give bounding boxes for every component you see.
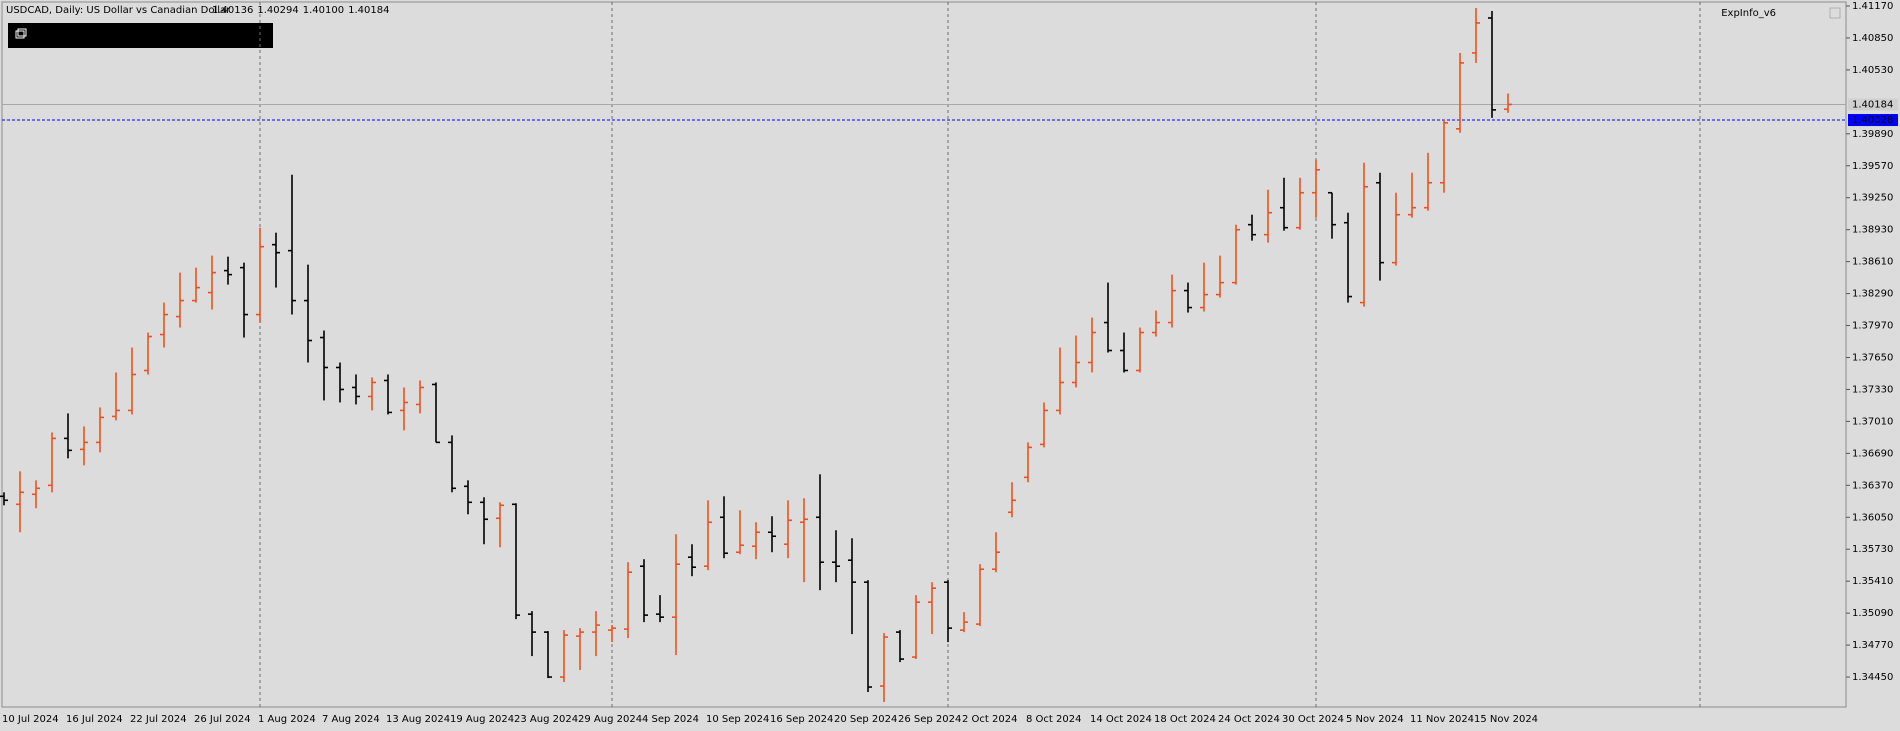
y-tick-label: 1.36370 bbox=[1852, 480, 1893, 491]
x-tick-label: 14 Oct 2024 bbox=[1090, 714, 1152, 725]
y-tick-label: 1.37650 bbox=[1852, 352, 1893, 363]
x-tick-label: 29 Aug 2024 bbox=[578, 714, 642, 725]
price-label: 1.40184 bbox=[1852, 99, 1893, 110]
x-tick-label: 1 Aug 2024 bbox=[258, 714, 316, 725]
level-label-box bbox=[1848, 114, 1898, 127]
y-tick-label: 1.35410 bbox=[1852, 576, 1893, 587]
x-tick-label: 7 Aug 2024 bbox=[322, 714, 380, 725]
x-tick-label: 30 Oct 2024 bbox=[1282, 714, 1344, 725]
y-tick-label: 1.38290 bbox=[1852, 289, 1893, 300]
panel-box[interactable] bbox=[8, 23, 273, 48]
y-tick-label: 1.41170 bbox=[1852, 1, 1893, 12]
y-tick-label: 1.36690 bbox=[1852, 448, 1893, 459]
y-tick-label: 1.35730 bbox=[1852, 544, 1893, 555]
level-label: 1.40028 bbox=[1852, 115, 1893, 126]
y-tick-label: 1.38610 bbox=[1852, 257, 1893, 268]
x-tick-label: 26 Jul 2024 bbox=[194, 714, 251, 725]
window-icon bbox=[17, 28, 27, 37]
ohlc-value: 1.40100 bbox=[303, 5, 344, 16]
x-tick-label: 22 Jul 2024 bbox=[130, 714, 187, 725]
x-tick-label: 10 Sep 2024 bbox=[706, 714, 769, 725]
x-tick-label: 15 Nov 2024 bbox=[1474, 714, 1538, 725]
y-tick-label: 1.37970 bbox=[1852, 321, 1893, 332]
y-tick-label: 1.37010 bbox=[1852, 416, 1893, 427]
x-tick-label: 16 Sep 2024 bbox=[770, 714, 833, 725]
ohlc-value: 1.40184 bbox=[348, 5, 389, 16]
x-tick-label: 4 Sep 2024 bbox=[642, 714, 699, 725]
y-tick-label: 1.36050 bbox=[1852, 512, 1893, 523]
plot-frame bbox=[1, 1, 1847, 708]
x-tick-label: 20 Sep 2024 bbox=[834, 714, 897, 725]
ohlc-value: 1.40136 bbox=[212, 5, 253, 16]
x-tick-label: 23 Aug 2024 bbox=[514, 714, 578, 725]
x-tick-label: 18 Oct 2024 bbox=[1154, 714, 1216, 725]
chart-title: USDCAD, Daily: US Dollar vs Canadian Dol… bbox=[6, 5, 231, 16]
y-tick-label: 1.39570 bbox=[1852, 161, 1893, 172]
x-tick-label: 2 Oct 2024 bbox=[962, 714, 1017, 725]
x-tick-label: 5 Nov 2024 bbox=[1346, 714, 1404, 725]
x-tick-label: 10 Jul 2024 bbox=[2, 714, 59, 725]
ohlc-value: 1.40294 bbox=[257, 5, 298, 16]
x-tick-label: 16 Jul 2024 bbox=[66, 714, 123, 725]
x-tick-label: 19 Aug 2024 bbox=[450, 714, 514, 725]
y-tick-label: 1.37330 bbox=[1852, 384, 1893, 395]
y-tick-label: 1.40530 bbox=[1852, 65, 1893, 76]
window-icon bbox=[15, 30, 25, 39]
x-tick-label: 8 Oct 2024 bbox=[1026, 714, 1081, 725]
x-tick-label: 26 Sep 2024 bbox=[898, 714, 961, 725]
x-tick-label: 13 Aug 2024 bbox=[386, 714, 450, 725]
price-label-box bbox=[1848, 98, 1898, 111]
y-tick-label: 1.35090 bbox=[1852, 608, 1893, 619]
y-tick-label: 1.34450 bbox=[1852, 672, 1893, 683]
y-tick-label: 1.38930 bbox=[1852, 225, 1893, 236]
x-tick-label: 24 Oct 2024 bbox=[1218, 714, 1280, 725]
indicator-icon bbox=[1829, 7, 1841, 19]
indicator-label: ExpInfo_v6 bbox=[1721, 8, 1776, 19]
y-tick-label: 1.39250 bbox=[1852, 193, 1893, 204]
x-tick-label: 11 Nov 2024 bbox=[1410, 714, 1474, 725]
y-tick-label: 1.39890 bbox=[1852, 129, 1893, 140]
ohlc-info: 1.40136 1.40294 1.40100 1.40184 bbox=[212, 5, 389, 16]
y-tick-label: 1.34770 bbox=[1852, 640, 1893, 651]
y-tick-label: 1.40850 bbox=[1852, 33, 1893, 44]
